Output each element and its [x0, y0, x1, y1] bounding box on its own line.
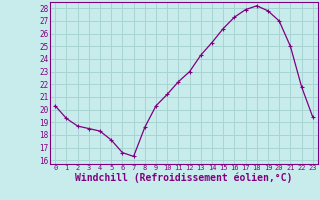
X-axis label: Windchill (Refroidissement éolien,°C): Windchill (Refroidissement éolien,°C) — [75, 173, 293, 183]
